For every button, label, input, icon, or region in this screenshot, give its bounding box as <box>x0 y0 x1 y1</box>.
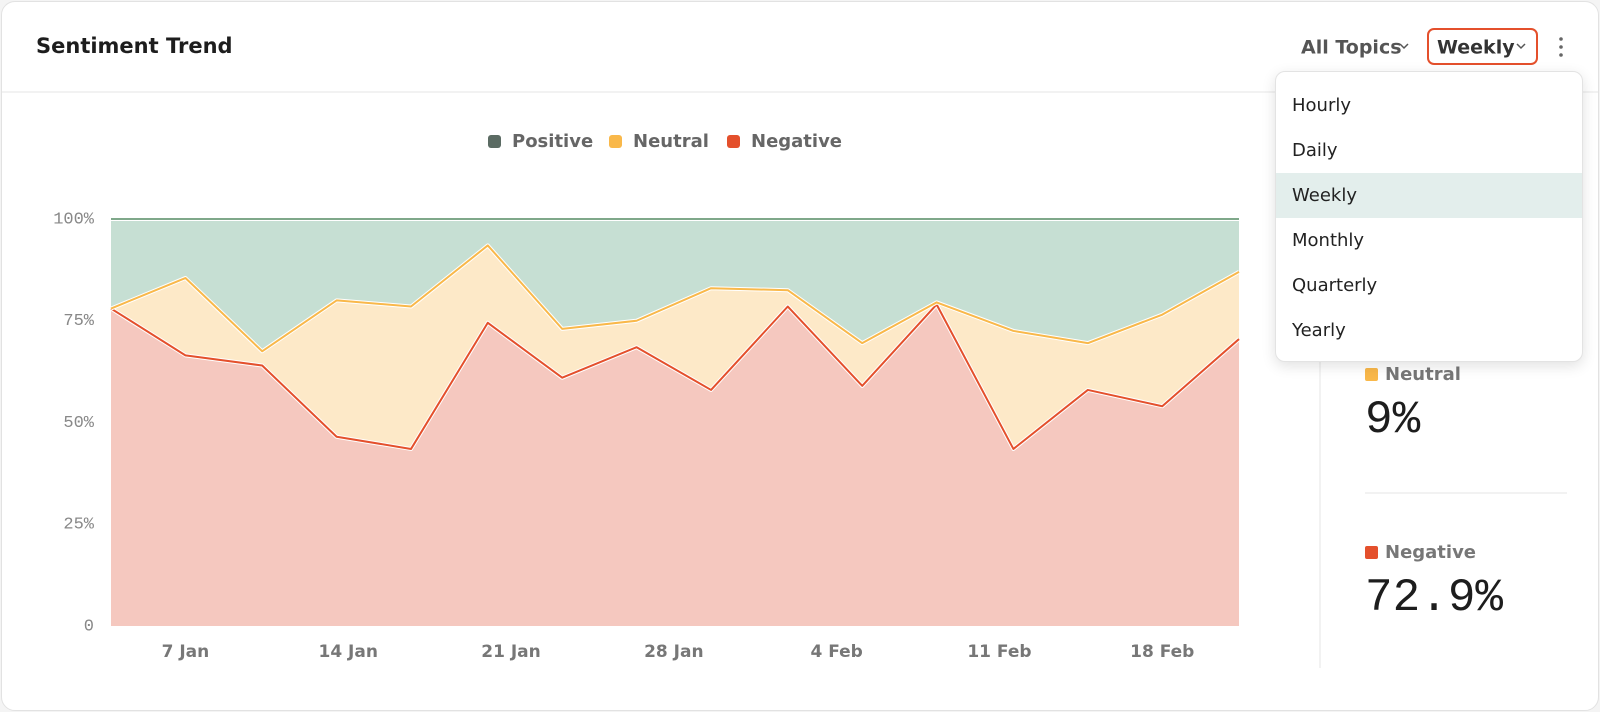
x-tick-label: 7 Jan <box>162 642 210 662</box>
summary-value: 9% <box>1365 394 1421 446</box>
legend-swatch <box>488 135 501 148</box>
menu-item[interactable]: Quarterly <box>1292 275 1378 296</box>
topic-filter[interactable]: All Topics <box>1301 37 1402 59</box>
area-fill <box>111 219 1239 352</box>
menu-item[interactable]: Yearly <box>1292 320 1346 341</box>
y-tick-label: 25% <box>63 516 94 535</box>
y-tick-label: 50% <box>63 414 94 433</box>
legend-swatch <box>609 135 622 148</box>
menu-item[interactable]: Monthly <box>1292 230 1365 251</box>
summary-label: Neutral <box>1385 364 1461 385</box>
summary-swatch <box>1365 368 1378 381</box>
area-fill <box>111 304 1239 626</box>
x-tick-label: 21 Jan <box>481 642 540 662</box>
x-tick-label: 14 Jan <box>318 642 377 662</box>
area-fill <box>111 245 1239 449</box>
chevron <box>1516 43 1526 50</box>
x-tick-label: 18 Feb <box>1130 642 1194 662</box>
menu-item[interactable]: Hourly <box>1292 95 1352 116</box>
area-line <box>110 303 1240 450</box>
x-tick-label: 4 Feb <box>810 642 862 662</box>
area-line <box>110 244 1240 353</box>
chevron <box>1399 43 1409 50</box>
period-dropdown: Hourly Daily Weekly Monthly Quarterly Yearly <box>1275 71 1583 362</box>
legend-label: Negative <box>751 131 842 152</box>
period-filter-button[interactable] <box>1427 28 1538 65</box>
legend-label: Positive <box>512 131 593 152</box>
y-tick-label: 0 <box>84 617 94 636</box>
period-filter[interactable]: Weekly <box>1437 37 1515 59</box>
card-title: Sentiment Trend <box>36 34 233 58</box>
legend-swatch <box>727 135 740 148</box>
legend-label: Neutral <box>633 131 709 152</box>
y-tick-label: 100% <box>53 210 95 229</box>
summary-swatch <box>1365 546 1378 559</box>
menu-item[interactable]: Weekly <box>1276 173 1582 218</box>
menu-item[interactable]: Daily <box>1292 140 1338 161</box>
x-tick-label: 11 Feb <box>967 642 1031 662</box>
x-tick-label: 28 Jan <box>644 642 703 662</box>
y-tick-label: 75% <box>63 312 94 331</box>
summary-label: Negative <box>1385 542 1476 563</box>
more-menu[interactable] <box>1559 37 1563 57</box>
summary-value: 72.9% <box>1365 572 1503 624</box>
